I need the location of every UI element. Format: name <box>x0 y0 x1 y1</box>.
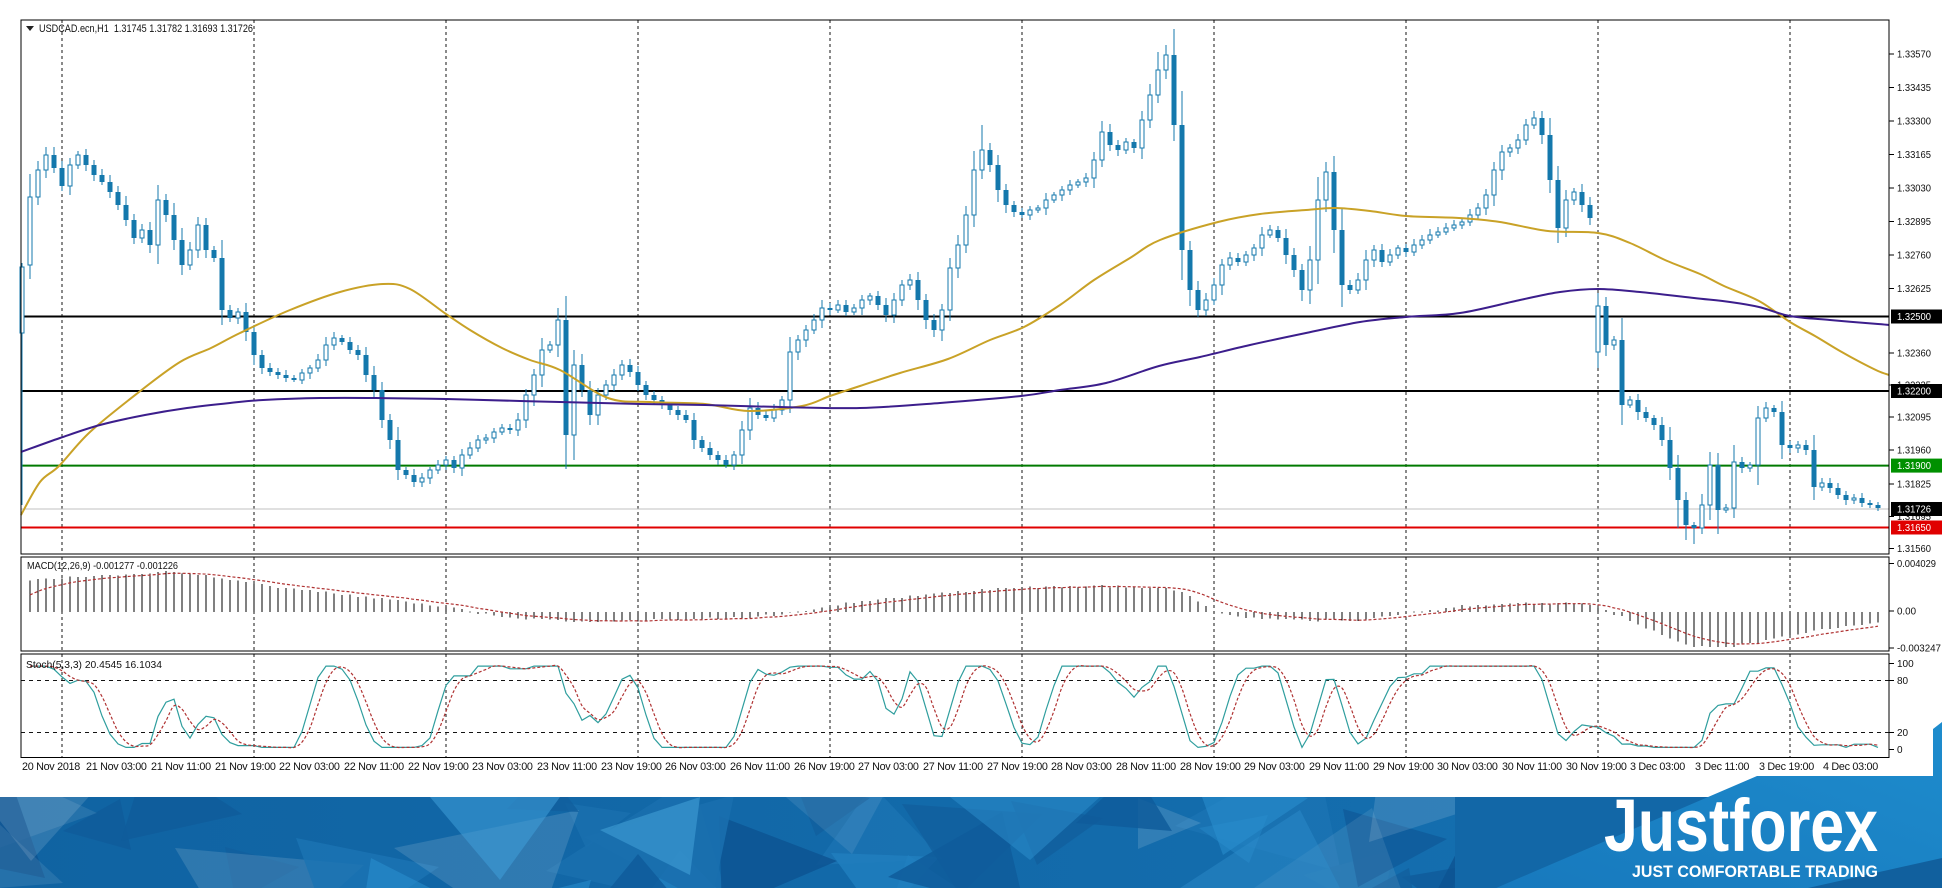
svg-text:21 Nov 11:00: 21 Nov 11:00 <box>151 761 211 773</box>
svg-text:3 Dec 19:00: 3 Dec 19:00 <box>1759 761 1814 773</box>
svg-text:21 Nov 19:00: 21 Nov 19:00 <box>215 761 276 773</box>
svg-text:1.32200: 1.32200 <box>1897 387 1931 398</box>
svg-text:1.33300: 1.33300 <box>1897 117 1931 128</box>
svg-text:-0.003247: -0.003247 <box>1897 644 1941 655</box>
svg-text:22 Nov 19:00: 22 Nov 19:00 <box>408 761 469 773</box>
svg-text:0.004029: 0.004029 <box>1897 559 1936 570</box>
svg-text:26 Nov 11:00: 26 Nov 11:00 <box>730 761 790 773</box>
svg-text:0.00: 0.00 <box>1897 607 1916 618</box>
svg-text:28 Nov 19:00: 28 Nov 19:00 <box>1180 761 1241 773</box>
svg-text:MACD(12,26,9) -0.001277 -0.001: MACD(12,26,9) -0.001277 -0.001226 <box>27 560 178 572</box>
svg-text:30 Nov 03:00: 30 Nov 03:00 <box>1437 761 1498 773</box>
svg-text:26 Nov 03:00: 26 Nov 03:00 <box>665 761 726 773</box>
svg-text:1.32625: 1.32625 <box>1897 284 1931 295</box>
svg-text:USDCAD.ecn,H1 1.31745 1.31782: USDCAD.ecn,H1 1.31745 1.31782 1.31693 1.… <box>39 23 253 35</box>
svg-text:0: 0 <box>1897 745 1903 756</box>
svg-text:27 Nov 03:00: 27 Nov 03:00 <box>858 761 919 773</box>
svg-text:1.31560: 1.31560 <box>1897 544 1931 555</box>
svg-text:1.31726: 1.31726 <box>1897 505 1931 516</box>
svg-text:1.31825: 1.31825 <box>1897 480 1931 491</box>
svg-text:1.32895: 1.32895 <box>1897 217 1931 228</box>
svg-text:1.31960: 1.31960 <box>1897 446 1931 457</box>
svg-text:Stoch(5,3,3) 20.4545 16.1034: Stoch(5,3,3) 20.4545 16.1034 <box>26 659 162 671</box>
svg-text:1.33570: 1.33570 <box>1897 50 1931 61</box>
svg-text:20 Nov 2018: 20 Nov 2018 <box>22 761 80 773</box>
svg-text:29 Nov 03:00: 29 Nov 03:00 <box>1244 761 1305 773</box>
svg-text:23 Nov 03:00: 23 Nov 03:00 <box>472 761 533 773</box>
svg-text:1.32760: 1.32760 <box>1897 251 1931 262</box>
svg-text:3 Dec 03:00: 3 Dec 03:00 <box>1630 761 1685 773</box>
svg-text:27 Nov 11:00: 27 Nov 11:00 <box>923 761 983 773</box>
svg-text:1.31650: 1.31650 <box>1897 523 1931 534</box>
svg-text:Justforex: Justforex <box>1604 784 1878 867</box>
svg-text:3 Dec 11:00: 3 Dec 11:00 <box>1695 761 1749 773</box>
svg-text:23 Nov 11:00: 23 Nov 11:00 <box>537 761 597 773</box>
svg-text:80: 80 <box>1897 676 1909 687</box>
svg-text:1.32500: 1.32500 <box>1897 312 1931 323</box>
svg-text:1.31695: 1.31695 <box>1897 512 1931 523</box>
svg-text:28 Nov 11:00: 28 Nov 11:00 <box>1116 761 1176 773</box>
svg-text:21 Nov 03:00: 21 Nov 03:00 <box>86 761 147 773</box>
svg-text:1.33165: 1.33165 <box>1897 150 1931 161</box>
svg-text:1.33435: 1.33435 <box>1897 83 1931 94</box>
svg-text:22 Nov 03:00: 22 Nov 03:00 <box>279 761 340 773</box>
svg-text:JUST COMFORTABLE TRADING: JUST COMFORTABLE TRADING <box>1632 863 1878 881</box>
svg-text:22 Nov 11:00: 22 Nov 11:00 <box>344 761 404 773</box>
svg-text:29 Nov 11:00: 29 Nov 11:00 <box>1309 761 1369 773</box>
svg-text:29 Nov 19:00: 29 Nov 19:00 <box>1373 761 1434 773</box>
svg-text:30 Nov 19:00: 30 Nov 19:00 <box>1566 761 1627 773</box>
svg-text:27 Nov 19:00: 27 Nov 19:00 <box>987 761 1048 773</box>
svg-text:1.33030: 1.33030 <box>1897 184 1931 195</box>
svg-text:1.31900: 1.31900 <box>1897 461 1931 472</box>
svg-text:1.32360: 1.32360 <box>1897 349 1931 360</box>
svg-text:28 Nov 03:00: 28 Nov 03:00 <box>1051 761 1112 773</box>
svg-text:1.32095: 1.32095 <box>1897 413 1931 424</box>
svg-text:20: 20 <box>1897 728 1909 739</box>
svg-text:4 Dec 03:00: 4 Dec 03:00 <box>1823 761 1878 773</box>
svg-text:23 Nov 19:00: 23 Nov 19:00 <box>601 761 662 773</box>
svg-text:30 Nov 11:00: 30 Nov 11:00 <box>1502 761 1562 773</box>
svg-text:100: 100 <box>1897 659 1914 670</box>
svg-text:26 Nov 19:00: 26 Nov 19:00 <box>794 761 855 773</box>
